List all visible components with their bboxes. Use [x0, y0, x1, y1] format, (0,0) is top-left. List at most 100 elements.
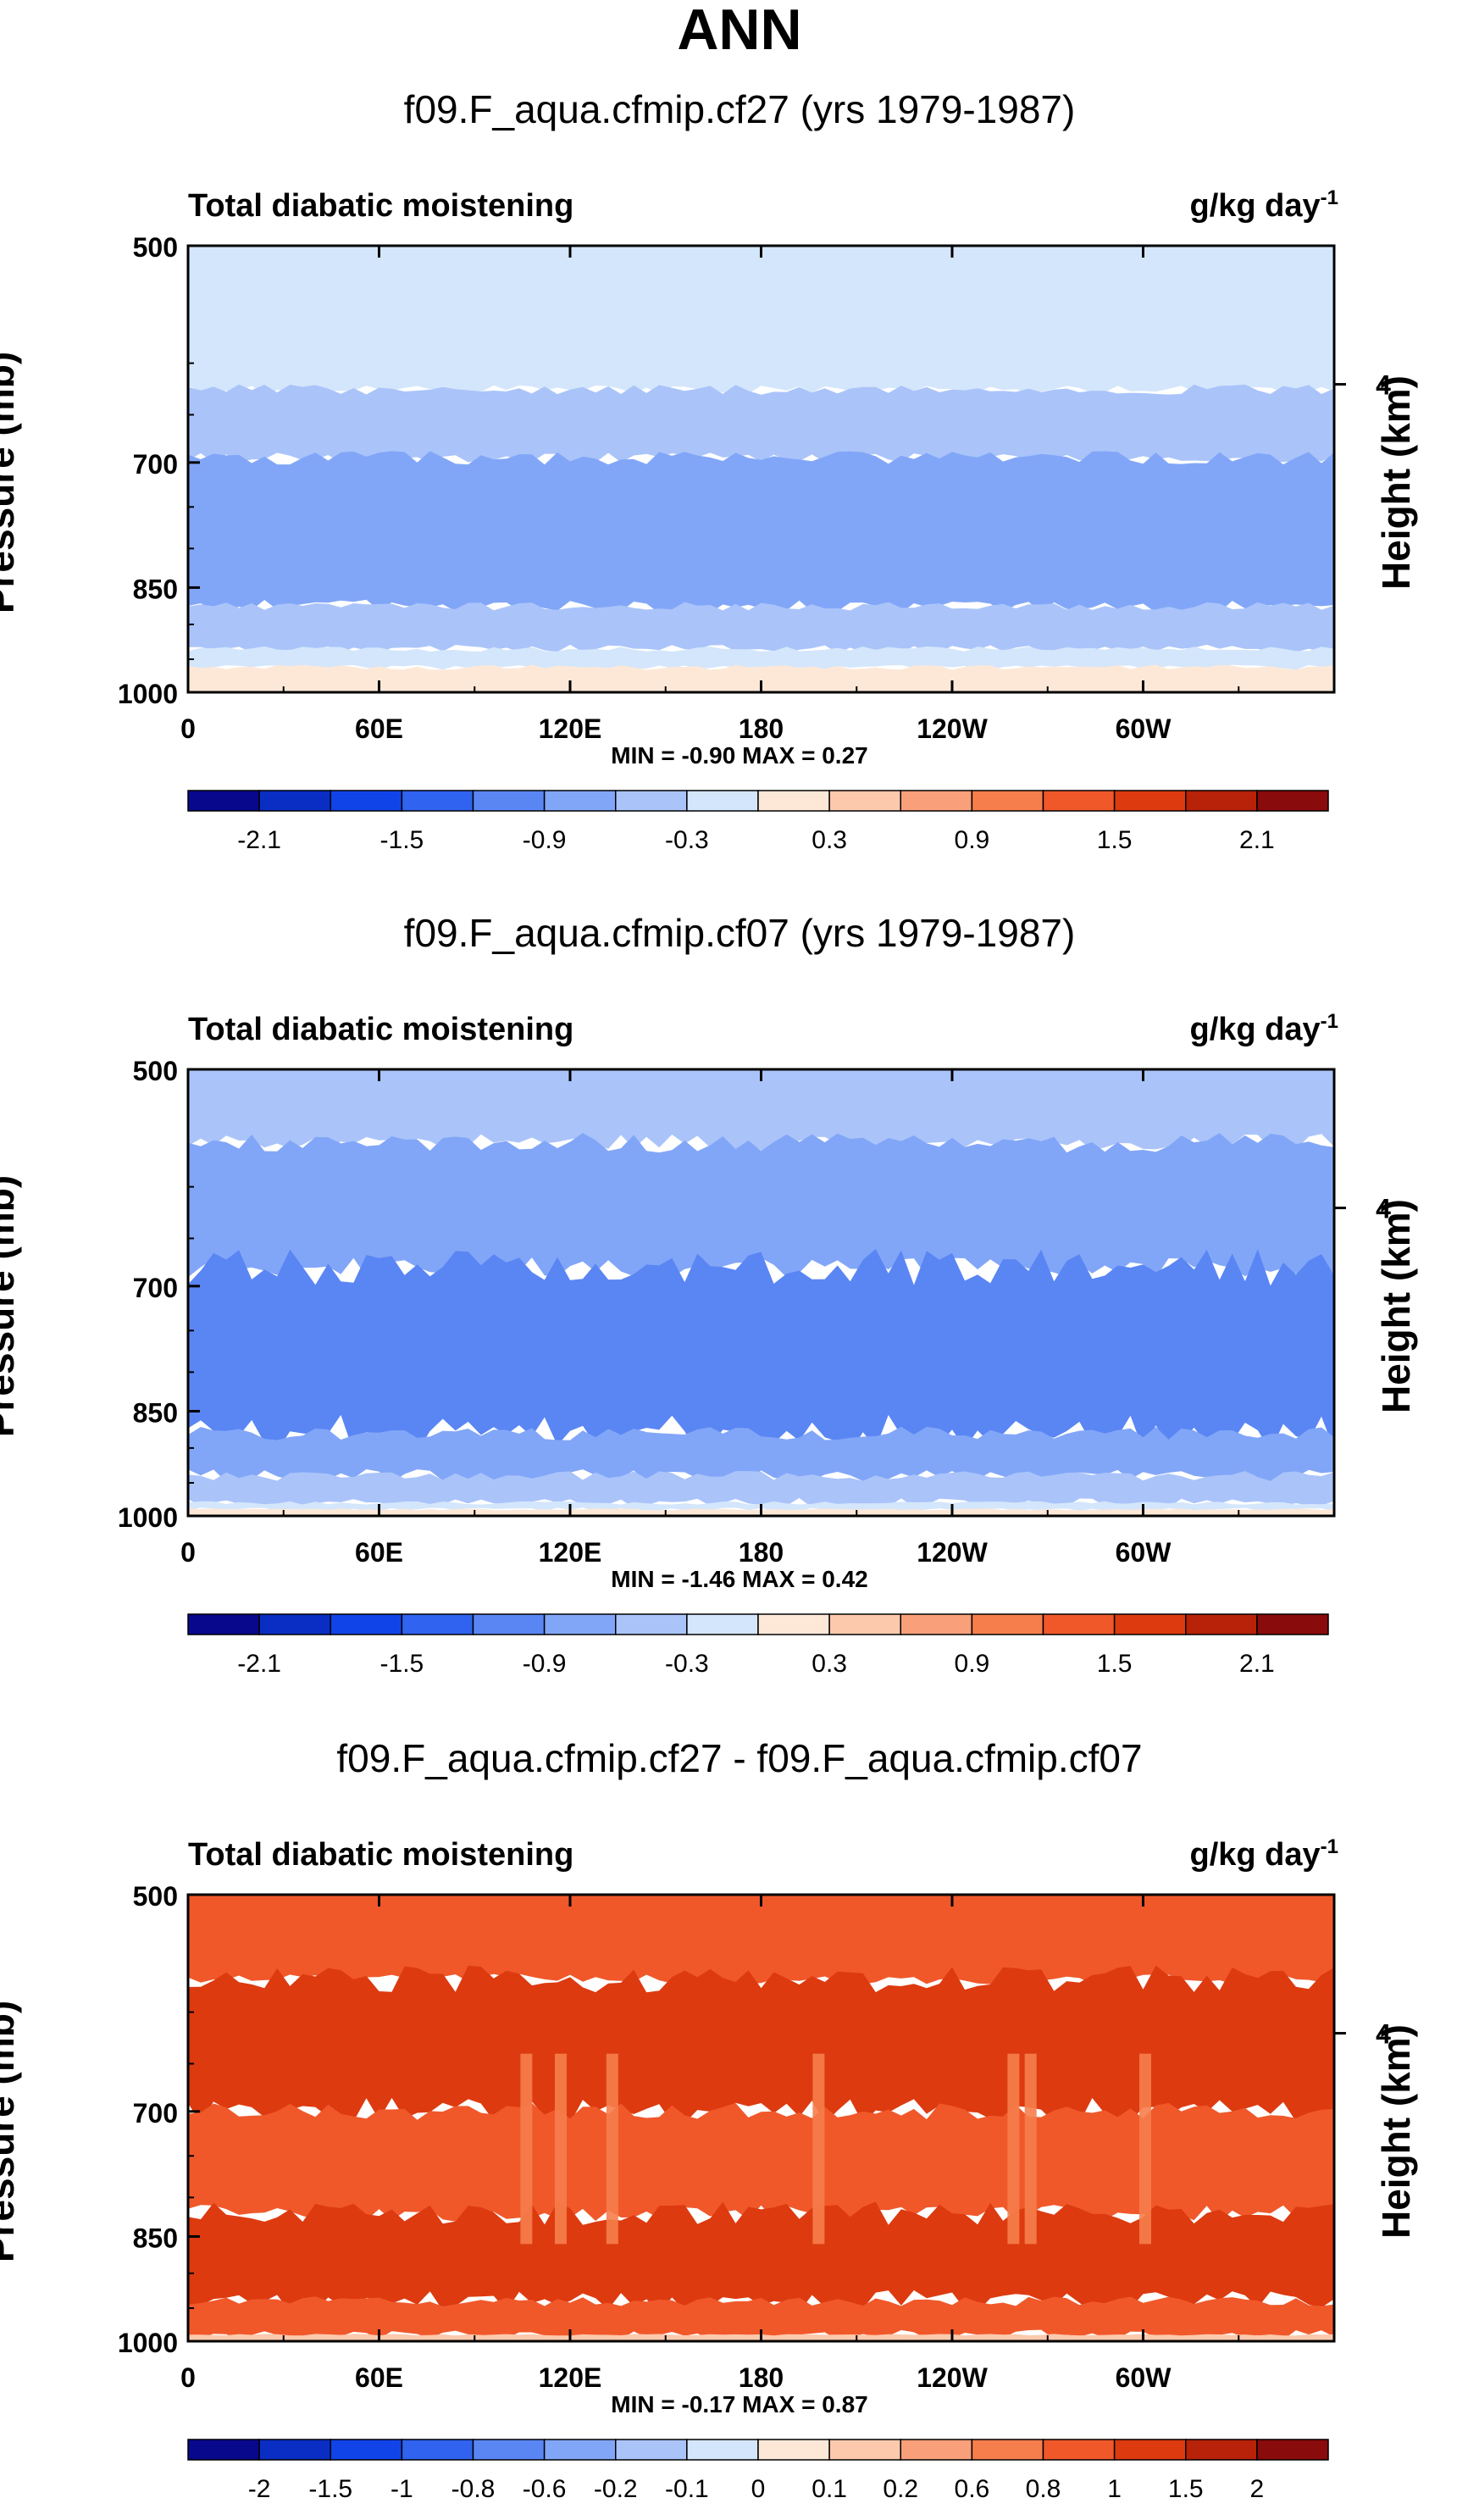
right-tick-label: 4 [1376, 370, 1391, 401]
min-max-stats: MIN = -0.90 MAX = 0.27 [611, 742, 867, 769]
x-tick-label: 60E [355, 1537, 403, 1568]
colorbar-box [543, 2439, 617, 2461]
x-tick-label: 120E [539, 1537, 602, 1568]
contour-band-3 [188, 1249, 1334, 1452]
colorbar-box [1185, 2439, 1258, 2461]
x-tick-label: 0 [180, 2362, 196, 2393]
panel-2: f09.F_aqua.cfmip.cf07 (yrs 1979-1987) Tot… [0, 911, 1418, 1678]
y-tick-label: 850 [133, 2223, 178, 2253]
contour-band-4 [188, 1426, 1334, 1483]
page-title: ANN [677, 0, 801, 62]
colorbar-label: 1.5 [1168, 2475, 1204, 2503]
y-tick-label: 850 [133, 1397, 178, 1428]
contour-plume-5 [1007, 2053, 1020, 2245]
contour-plume-3 [606, 2053, 618, 2245]
contour-band-6 [188, 664, 1334, 692]
x-tick-label: 120W [917, 1537, 988, 1568]
colorbar-label: -0.9 [523, 826, 567, 854]
colorbar-box [1113, 1613, 1187, 1635]
contour-plume-6 [1024, 2053, 1037, 2245]
colorbar-box [1256, 2439, 1329, 2461]
colorbar-label: 0.1 [812, 2475, 847, 2503]
panels-group: f09.F_aqua.cfmip.cf27 (yrs 1979-1987) Tot… [0, 87, 1418, 2503]
contour-field [188, 246, 1334, 692]
colorbar-box [757, 1613, 830, 1635]
colorbar-label: 0.9 [955, 826, 990, 854]
colorbar-box [615, 2439, 688, 2461]
colorbar-box [900, 2439, 973, 2461]
contour-plume-1 [520, 2053, 533, 2245]
colorbar-label: -1.5 [380, 826, 424, 854]
panel-3: f09.F_aqua.cfmip.cf27 - f09.F_aqua.cfmip… [0, 1736, 1418, 2503]
panel-title: f09.F_aqua.cfmip.cf27 (yrs 1979-1987) [404, 87, 1076, 131]
y-tick-label: 500 [133, 1881, 178, 1912]
panel-title: f09.F_aqua.cfmip.cf27 - f09.F_aqua.cfmip… [336, 1736, 1142, 1780]
colorbar-label: -2.1 [237, 1650, 281, 1678]
panel-units: g/kg day-1 [1190, 1835, 1339, 1873]
contour-band-2 [188, 384, 1334, 463]
colorbar-box [187, 1613, 260, 1635]
colorbar-label: 0.6 [955, 2475, 990, 2503]
colorbar-label: -0.2 [594, 2475, 638, 2503]
y-axis-label: Pressure (mb) [0, 352, 22, 613]
colorbar-box [258, 790, 331, 812]
min-max-stats: MIN = -1.46 MAX = 0.42 [611, 1566, 867, 1592]
colorbar-label: 0.3 [812, 826, 847, 854]
colorbar-label: 2.1 [1239, 1650, 1275, 1678]
colorbar-box [900, 1613, 973, 1635]
colorbar-box [401, 1613, 474, 1635]
colorbar-label: -0.3 [665, 1650, 709, 1678]
x-tick-label: 60W [1116, 2362, 1172, 2393]
colorbar-box [1256, 1613, 1329, 1635]
colorbar-box [1256, 790, 1329, 812]
x-tick-label: 60W [1116, 1537, 1172, 1568]
min-max-stats: MIN = -0.17 MAX = 0.87 [611, 2391, 867, 2417]
x-tick-label: 180 [739, 713, 784, 744]
colorbar-box [1113, 2439, 1187, 2461]
colorbar-label: -0.8 [451, 2475, 496, 2503]
colorbar-box [401, 2439, 474, 2461]
colorbar-box [615, 1613, 688, 1635]
contour-band-5 [188, 2296, 1334, 2340]
colorbar-box [1185, 1613, 1258, 1635]
colorbar-box [757, 790, 830, 812]
y-tick-label: 500 [133, 232, 178, 263]
panel-variable-label: Total diabatic moistening [188, 188, 573, 224]
contour-band-5 [188, 1471, 1334, 1508]
right-tick-label: 4 [1376, 2019, 1391, 2050]
x-tick-label: 0 [180, 1537, 196, 1568]
colorbar-label: 0.9 [955, 1650, 990, 1678]
colorbar-box [187, 790, 260, 812]
contour-band-1 [188, 1895, 1334, 1984]
colorbar-box [543, 790, 617, 812]
colorbar-box [330, 1613, 403, 1635]
x-tick-label: 60E [355, 2362, 403, 2393]
colorbar-box [330, 790, 403, 812]
colorbar-label: 1.5 [1097, 1650, 1133, 1678]
contour-band-1 [188, 1069, 1334, 1151]
contour-plume-4 [812, 2053, 825, 2245]
colorbar-label: 0.2 [883, 2475, 918, 2503]
colorbar-label: -0.1 [665, 2475, 709, 2503]
y-tick-label: 500 [133, 1056, 178, 1086]
y-tick-label: 700 [133, 2098, 178, 2129]
colorbar-label: 2 [1250, 2475, 1265, 2503]
colorbar-box [258, 2439, 331, 2461]
colorbar-label: 0.8 [1026, 2475, 1061, 2503]
colorbar-box [1042, 2439, 1116, 2461]
colorbar-label: -0.6 [523, 2475, 567, 2503]
panel-variable-label: Total diabatic moistening [188, 1012, 573, 1047]
x-tick-label: 0 [180, 713, 196, 744]
y-axis-label: Pressure (mb) [0, 1175, 22, 1437]
x-tick-label: 60W [1116, 713, 1172, 744]
colorbar-box [828, 790, 901, 812]
y-tick-label: 700 [133, 449, 178, 480]
y-tick-label: 1000 [118, 1502, 178, 1533]
colorbar-box [828, 2439, 901, 2461]
panel-1: f09.F_aqua.cfmip.cf27 (yrs 1979-1987) Tot… [0, 87, 1418, 854]
colorbar-box [472, 1613, 546, 1635]
colorbar-box [971, 1613, 1044, 1635]
colorbar-label: -0.9 [523, 1650, 567, 1678]
colorbar-box [900, 790, 973, 812]
